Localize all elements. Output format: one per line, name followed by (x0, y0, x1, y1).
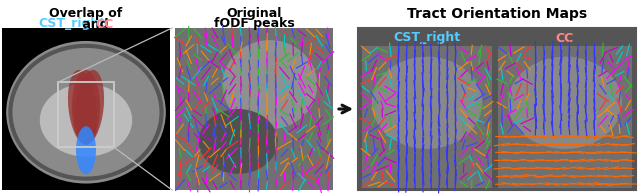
Ellipse shape (6, 41, 166, 183)
Text: fODF peaks: fODF peaks (214, 18, 294, 30)
Text: Original: Original (227, 7, 282, 20)
Text: CC: CC (95, 18, 113, 30)
Bar (2, 28, 170, 190)
Bar (358, 28, 636, 190)
Ellipse shape (72, 70, 100, 145)
Ellipse shape (40, 84, 132, 157)
Bar (498, 46, 632, 188)
Text: CST_right: CST_right (394, 32, 461, 44)
Bar (175, 28, 333, 190)
Ellipse shape (76, 126, 96, 174)
Ellipse shape (68, 70, 97, 144)
Bar (362, 46, 492, 188)
Text: and: and (78, 18, 113, 30)
Ellipse shape (223, 40, 317, 129)
Ellipse shape (372, 57, 483, 149)
Ellipse shape (198, 109, 278, 174)
Text: Tract Orientation Maps: Tract Orientation Maps (407, 7, 587, 21)
Bar (58, 82, 114, 147)
Ellipse shape (75, 70, 104, 144)
Text: Overlap of: Overlap of (49, 7, 123, 20)
Text: CST_right: CST_right (38, 18, 105, 30)
Ellipse shape (508, 57, 622, 149)
Text: CC: CC (556, 32, 574, 44)
